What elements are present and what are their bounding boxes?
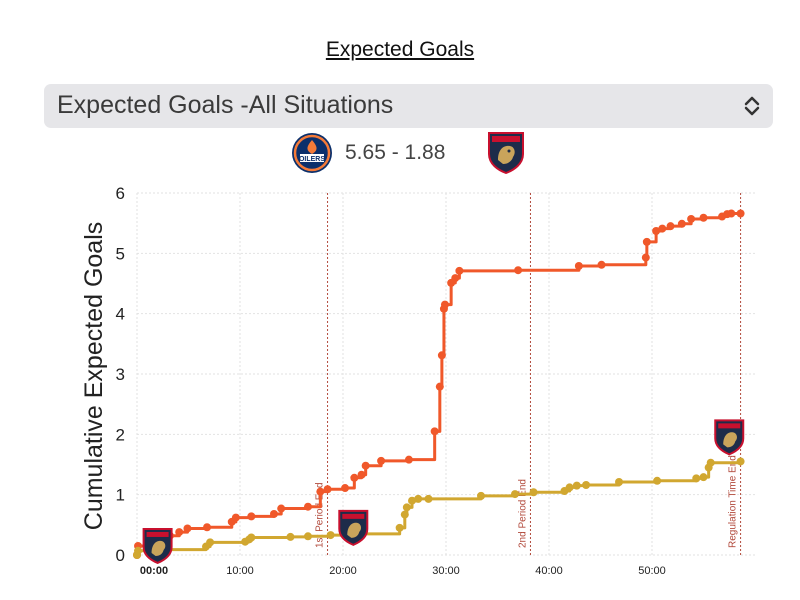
oilers-data-point[interactable] (727, 209, 736, 218)
panthers-data-point[interactable] (424, 494, 433, 503)
oilers-data-point[interactable] (574, 262, 583, 271)
oilers-data-point[interactable] (361, 461, 370, 470)
oilers-data-point[interactable] (377, 456, 386, 465)
oilers-data-point[interactable] (247, 512, 256, 521)
panthers-data-point[interactable] (408, 496, 417, 505)
oilers-data-point[interactable] (269, 509, 278, 518)
panthers-goal-marker[interactable] (714, 419, 745, 456)
y-axis-label: Cumulative Expected Goals (80, 222, 108, 530)
oilers-data-point[interactable] (316, 487, 325, 496)
x-tick-label: 50:00 (638, 565, 666, 577)
panthers-logo (488, 132, 524, 174)
panthers-data-point[interactable] (303, 532, 312, 541)
panthers-data-point[interactable] (395, 523, 404, 532)
panthers-data-point[interactable] (247, 533, 256, 542)
oilers-data-point[interactable] (597, 260, 606, 269)
oilers-data-point[interactable] (175, 528, 184, 537)
panthers-series-line (136, 461, 743, 557)
panthers-data-point[interactable] (326, 531, 335, 540)
period-end-label: 2nd Period End (517, 479, 528, 548)
panthers-goal-marker[interactable] (142, 527, 173, 565)
svg-text:OILERS: OILERS (299, 156, 325, 163)
page-title: Expected Goals (325, 38, 475, 61)
oilers-data-point[interactable] (455, 266, 464, 275)
panthers-data-point[interactable] (706, 458, 715, 467)
y-tick-label: 4 (116, 305, 125, 324)
oilers-data-point[interactable] (677, 219, 686, 228)
oilers-data-point[interactable] (323, 485, 332, 494)
panthers-data-point[interactable] (477, 491, 486, 500)
oilers-data-point[interactable] (658, 224, 667, 233)
y-tick-label: 0 (116, 546, 125, 565)
oilers-data-point[interactable] (357, 470, 366, 479)
oilers-data-point[interactable] (514, 266, 523, 275)
oilers-data-point[interactable] (666, 222, 675, 231)
panthers-data-point[interactable] (414, 494, 423, 503)
oilers-data-point[interactable] (736, 209, 745, 218)
oilers-data-point[interactable] (451, 274, 460, 283)
panthers-data-point[interactable] (582, 481, 591, 490)
oilers-data-point[interactable] (183, 524, 192, 533)
oilers-data-point[interactable] (435, 382, 444, 391)
oilers-data-point[interactable] (437, 351, 446, 360)
oilers-data-point[interactable] (430, 427, 439, 436)
oilers-data-point[interactable] (350, 473, 359, 482)
y-tick-label: 6 (116, 184, 125, 203)
scoreline: OILERS 5.65 - 1.88 (0, 128, 800, 176)
oilers-data-point[interactable] (303, 502, 312, 511)
panthers-data-point[interactable] (615, 477, 624, 486)
y-tick-label: 3 (116, 365, 125, 384)
x-tick-label: 10:00 (226, 565, 254, 577)
panthers-data-point[interactable] (400, 510, 409, 519)
panthers-data-point[interactable] (206, 538, 215, 547)
panthers-data-point[interactable] (653, 476, 662, 485)
oilers-logo: OILERS (292, 133, 332, 173)
x-tick-label: 30:00 (432, 565, 460, 577)
period-end-label: 1st Period End (315, 482, 326, 548)
score-text: 5.65 - 1.88 (345, 141, 446, 164)
oilers-data-point[interactable] (231, 513, 240, 522)
y-tick-label: 1 (116, 486, 125, 505)
chevron-up-down-icon (744, 96, 760, 116)
oilers-data-point[interactable] (641, 253, 650, 262)
y-tick-label: 2 (116, 425, 125, 444)
y-tick-label: 5 (116, 244, 125, 263)
panthers-data-point[interactable] (511, 490, 520, 499)
period-end-label: Regulation Time End (728, 455, 739, 548)
oilers-data-point[interactable] (699, 213, 708, 222)
x-tick-label: 40:00 (535, 565, 563, 577)
oilers-data-point[interactable] (642, 237, 651, 246)
situation-select-value: Expected Goals -All Situations (57, 91, 394, 119)
panthers-data-point[interactable] (134, 546, 143, 555)
x-tick-label: 00:00 (140, 565, 168, 577)
situation-select[interactable]: Expected Goals -All Situations (44, 84, 773, 128)
panthers-data-point[interactable] (736, 457, 745, 466)
panthers-data-point[interactable] (529, 488, 538, 497)
oilers-data-point[interactable] (440, 300, 449, 309)
oilers-data-point[interactable] (404, 455, 413, 464)
panthers-data-point[interactable] (572, 481, 581, 490)
panthers-data-point[interactable] (699, 473, 708, 482)
panthers-data-point[interactable] (692, 474, 701, 483)
oilers-data-point[interactable] (687, 214, 696, 223)
panthers-goal-marker[interactable] (338, 509, 369, 546)
oilers-data-point[interactable] (341, 484, 350, 493)
panthers-data-point[interactable] (565, 483, 574, 492)
oilers-data-point[interactable] (203, 523, 212, 532)
panthers-data-point[interactable] (402, 503, 411, 512)
panthers-data-point[interactable] (286, 532, 295, 541)
oilers-data-point[interactable] (652, 227, 661, 236)
x-tick-label: 20:00 (329, 565, 357, 577)
oilers-data-point[interactable] (277, 504, 286, 513)
